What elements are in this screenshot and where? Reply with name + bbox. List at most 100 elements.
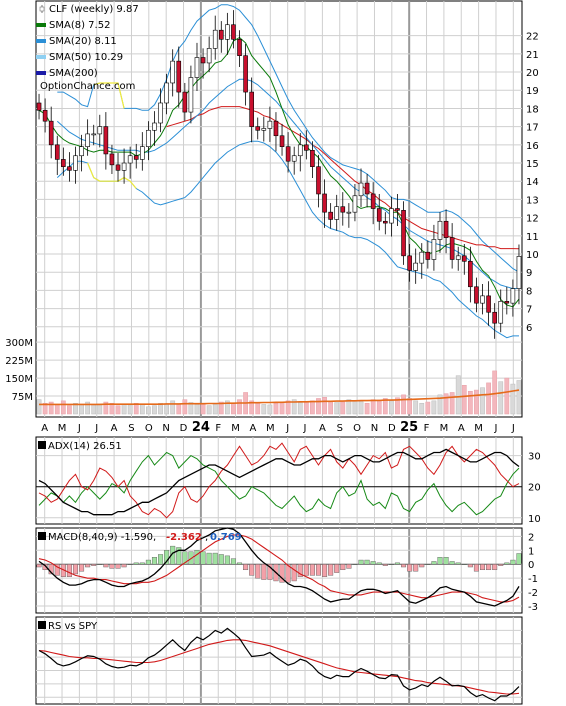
bollinger-upper-yellow-segment	[93, 82, 125, 109]
volume-bar	[279, 401, 285, 415]
candle-down	[474, 286, 479, 304]
volume-bar	[480, 387, 485, 415]
volume-bar	[413, 400, 419, 415]
volume-bar	[212, 404, 218, 415]
macd-histogram-bar	[486, 564, 492, 571]
macd-histogram-bar	[291, 564, 297, 582]
macd-histogram-bar	[121, 564, 127, 568]
volume-bar	[431, 400, 437, 415]
macd-tick-label: 0	[528, 560, 534, 571]
volume-bar	[237, 399, 242, 415]
candle-down	[115, 164, 121, 171]
volume-bar	[200, 402, 206, 415]
candle-down	[231, 24, 236, 40]
macd-histogram-bar	[370, 561, 376, 565]
candle-down	[486, 295, 491, 313]
volume-bar	[91, 404, 97, 415]
volume-bar	[79, 404, 84, 415]
volume-bar	[152, 405, 157, 415]
macd-signal-line	[38, 534, 520, 603]
volume-bar	[249, 400, 255, 415]
volume-bar	[273, 402, 279, 415]
volume-bar	[54, 404, 60, 415]
minus-di-line	[38, 442, 520, 519]
volume-bar	[164, 404, 169, 415]
x-month-label: A	[319, 423, 326, 434]
volume-bar	[334, 402, 340, 415]
macd-histogram-bar	[176, 547, 182, 565]
macd-histogram-bar	[72, 564, 78, 575]
candle-up	[73, 155, 78, 171]
x-month-label: F	[424, 423, 430, 434]
macd-histogram-bar	[504, 562, 510, 565]
rs-line	[38, 627, 520, 702]
volume-bar	[461, 385, 467, 415]
macd-histogram-bar	[303, 564, 309, 576]
x-month-label: J	[511, 423, 515, 434]
macd-title: MACD(8,40,9) -1.590,	[48, 532, 156, 543]
legend-swatch	[36, 23, 46, 27]
candle-up	[413, 262, 418, 271]
volume-bar	[170, 400, 176, 415]
x-month-label: M	[266, 423, 275, 434]
candle-down	[279, 135, 285, 147]
candle-down	[67, 166, 72, 171]
watermark-text: OptionChance.com	[40, 81, 135, 92]
candle-down	[243, 55, 248, 93]
macd-histogram-bar	[492, 564, 498, 571]
x-month-label: S	[128, 423, 134, 434]
macd-histogram-bar	[455, 562, 461, 565]
volume-bar	[328, 400, 334, 415]
macd-tick-label: -3	[528, 602, 538, 613]
candle-down	[54, 144, 60, 160]
volume-bar	[121, 404, 127, 415]
candle-down	[468, 260, 473, 288]
price-tick-label: 8	[526, 286, 532, 297]
x-month-label: J	[493, 423, 497, 434]
macd-histogram-bar	[473, 564, 479, 572]
volume-ma-line	[39, 389, 520, 406]
candle-up	[146, 129, 151, 147]
macd-histogram-bar	[243, 564, 249, 571]
macd-histogram-bar	[103, 564, 109, 568]
macd-tick-label: 1	[528, 546, 534, 557]
macd-histogram-bar	[413, 564, 419, 572]
candle-up	[480, 295, 485, 304]
signal-value: 0.769	[210, 532, 242, 543]
candle-up	[389, 208, 394, 224]
volume-bar	[455, 375, 461, 415]
adx-tick-label: 20	[528, 483, 541, 494]
macd-tick-label: -1	[528, 574, 538, 585]
x-month-label: M	[440, 423, 449, 434]
candle-up	[91, 133, 97, 136]
volume-bar	[382, 398, 388, 415]
candle-down	[310, 149, 315, 167]
macd-histogram-bar	[322, 564, 328, 577]
volume-bar	[492, 370, 498, 415]
price-tick-label: 15	[526, 159, 539, 170]
volume-bar	[36, 399, 42, 415]
macd-histogram-bar	[66, 564, 72, 577]
rs-legend-swatch	[38, 621, 46, 629]
volume-bar	[370, 399, 376, 415]
volume-bar	[297, 402, 303, 415]
price-tick-label: 11	[526, 232, 539, 243]
price-tick-label: 10	[526, 250, 539, 261]
candle-up	[455, 255, 461, 260]
volume-bar	[498, 381, 504, 415]
volume-bar	[261, 404, 267, 415]
volume-bar	[85, 401, 91, 415]
x-month-label: 24	[192, 420, 210, 435]
adx-tick-label: 30	[528, 452, 541, 463]
volume-bar	[291, 399, 297, 415]
macd-histogram-bar	[340, 564, 346, 571]
candle-icon-body	[39, 6, 45, 12]
volume-bar	[188, 402, 194, 415]
macd-histogram-bar	[109, 564, 115, 569]
volume-bar	[316, 398, 321, 415]
candle-up	[127, 155, 133, 164]
price-tick-label: 17	[526, 123, 539, 134]
adx-title: ADX(14) 26.51	[48, 441, 122, 452]
candle-up	[346, 211, 352, 214]
candle-up	[97, 126, 103, 135]
